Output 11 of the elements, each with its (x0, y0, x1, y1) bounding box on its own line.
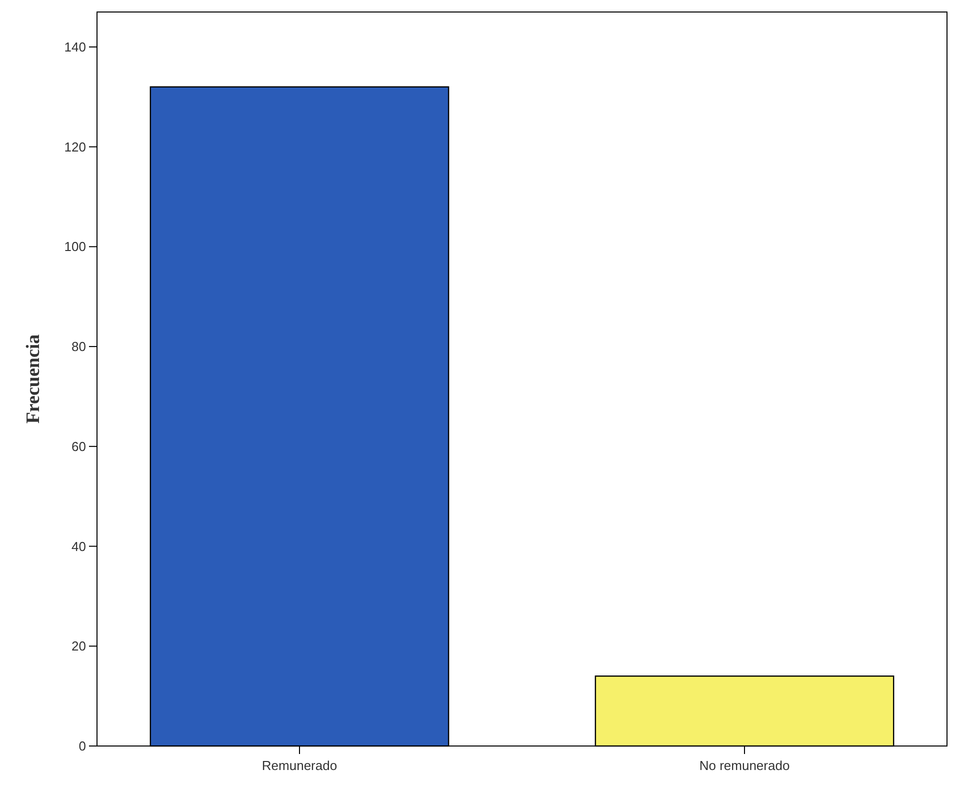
y-tick-label: 20 (72, 638, 86, 654)
x-tick-label: Remunerado (262, 758, 338, 773)
y-axis-title: Frecuencia (23, 334, 44, 424)
y-tick-label: 40 (72, 538, 86, 554)
y-tick-label: 80 (72, 339, 86, 354)
y-tick-label: 0 (78, 738, 86, 754)
x-tick-label: No remunerado (699, 758, 790, 773)
y-tick-label: 120 (64, 139, 86, 154)
y-tick-label: 100 (64, 239, 86, 254)
y-tick-label: 140 (64, 40, 86, 54)
y-tick-label: 60 (72, 438, 86, 454)
